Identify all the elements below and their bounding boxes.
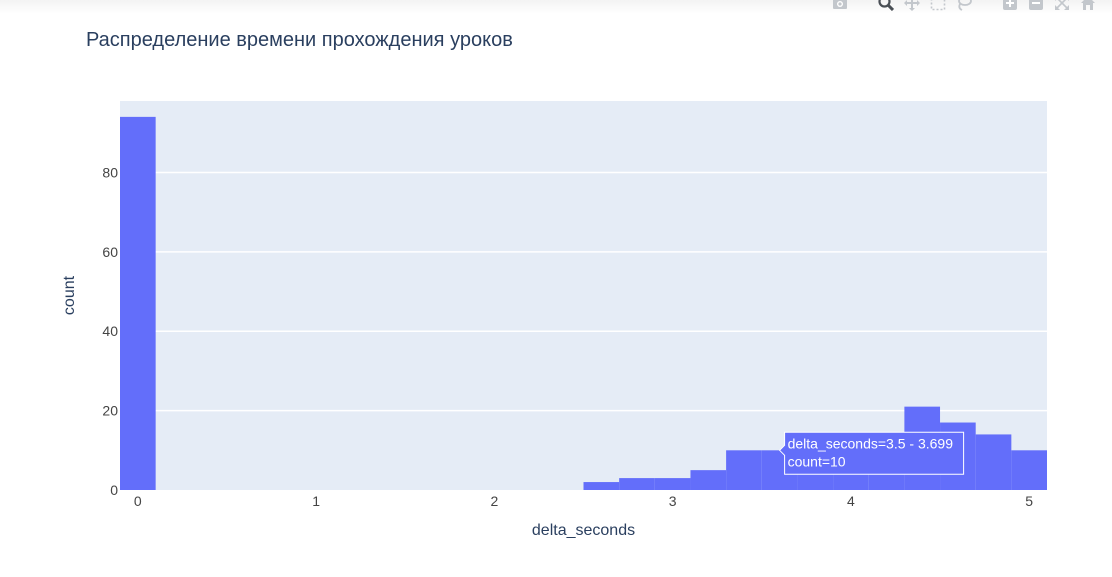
- y-tick-label: 20: [102, 403, 118, 419]
- histogram-bar[interactable]: [619, 478, 655, 490]
- home-icon[interactable]: [1078, 0, 1098, 12]
- x-tick-label: 3: [669, 493, 677, 509]
- x-axis-ticks: 0 1 2 3 4 5: [134, 493, 1033, 509]
- box-select-icon[interactable]: [928, 0, 948, 12]
- chart-title: Распределение времени прохождения уроков: [86, 29, 513, 51]
- zoom-in-icon[interactable]: [1000, 0, 1020, 12]
- hover-tooltip: delta_seconds=3.5 - 3.699 count=10: [778, 431, 965, 475]
- x-axis-title: delta_seconds: [532, 522, 635, 539]
- hover-box: [778, 431, 965, 475]
- pan-icon[interactable]: [902, 0, 922, 12]
- histogram-bar[interactable]: [975, 434, 1012, 490]
- y-tick-label: 60: [102, 244, 118, 260]
- x-tick-label: 0: [134, 493, 142, 509]
- histogram-bar[interactable]: [654, 478, 691, 490]
- y-tick-label: 40: [102, 323, 118, 339]
- histogram-bar[interactable]: [583, 482, 620, 490]
- autoscale-icon[interactable]: [1052, 0, 1072, 12]
- gridlines: [120, 171, 1047, 412]
- plot-area[interactable]: [120, 101, 1047, 490]
- hover-label-range: delta_seconds=3.5 - 3.699: [788, 435, 954, 451]
- y-axis-ticks: 0 20 40 60 80: [102, 164, 118, 498]
- histogram-bar[interactable]: [726, 450, 762, 490]
- hover-label-count: count=10: [788, 453, 846, 469]
- x-tick-label: 4: [847, 493, 855, 509]
- x-tick-label: 2: [490, 493, 498, 509]
- zoom-out-icon[interactable]: [1026, 0, 1046, 12]
- zoom-icon[interactable]: [876, 0, 896, 12]
- camera-icon[interactable]: [830, 0, 850, 12]
- modebar: [830, 0, 1098, 12]
- y-tick-label: 0: [110, 482, 118, 498]
- x-tick-label: 5: [1025, 493, 1033, 509]
- lasso-icon[interactable]: [954, 0, 974, 12]
- histogram-bar[interactable]: [1011, 450, 1047, 490]
- x-tick-label: 1: [312, 493, 320, 509]
- histogram-bar[interactable]: [120, 116, 156, 490]
- y-tick-label: 80: [102, 164, 118, 180]
- histogram-bar[interactable]: [690, 470, 727, 490]
- y-axis-title: count: [61, 275, 78, 315]
